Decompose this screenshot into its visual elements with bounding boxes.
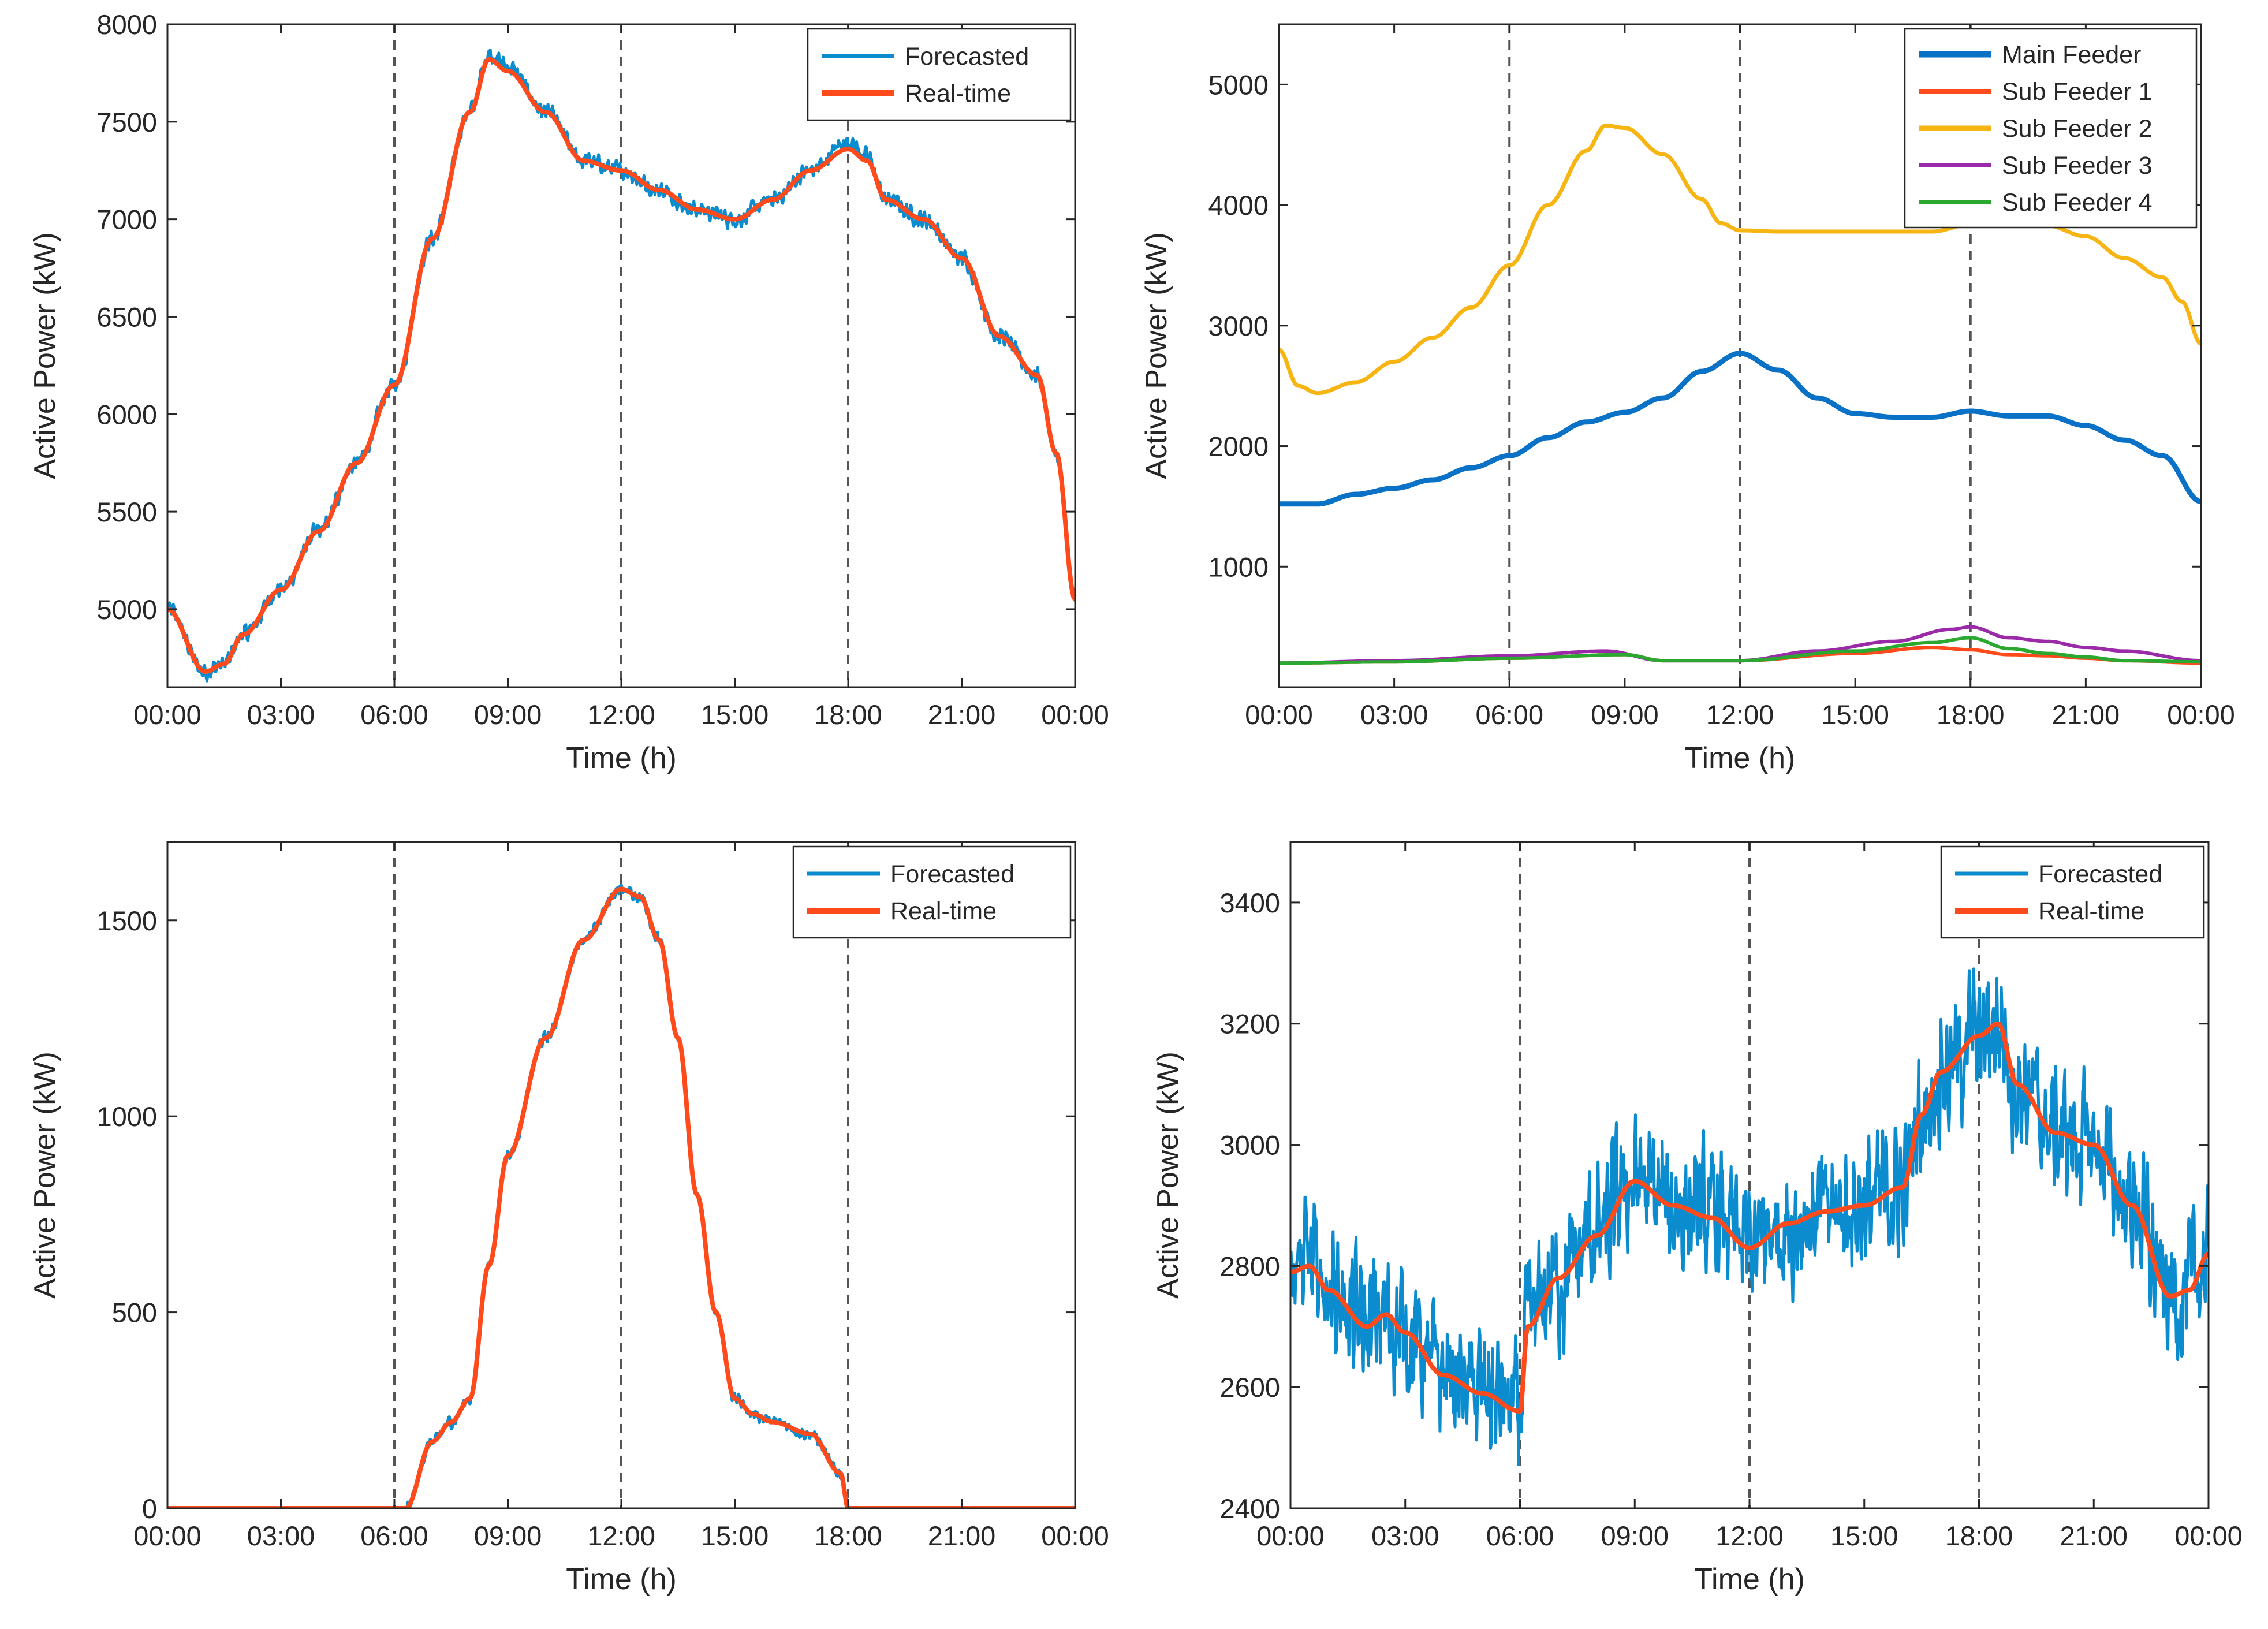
- y-tick-label: 2600: [1219, 1372, 1280, 1403]
- x-tick-label: 00:00: [1041, 1520, 1109, 1551]
- x-tick-label: 06:00: [1486, 1520, 1554, 1551]
- x-tick-label: 06:00: [360, 1520, 428, 1551]
- x-tick-label: 06:00: [360, 699, 428, 730]
- y-tick-label: 3000: [1219, 1130, 1280, 1161]
- series-line-main-feeder: [1279, 351, 2201, 507]
- x-tick-label: 15:00: [701, 699, 769, 730]
- series-line-forecasted: [167, 883, 1075, 1508]
- y-tick-label: 7000: [96, 204, 157, 235]
- y-axis-label: Active Power (kW): [28, 232, 62, 479]
- legend-entry: Forecasted: [905, 43, 1029, 70]
- y-tick-label: 1000: [1208, 551, 1269, 582]
- legend-entry: Sub Feeder 2: [2002, 115, 2153, 143]
- x-tick-label: 03:00: [247, 699, 315, 730]
- x-tick-label: 21:00: [2060, 1520, 2128, 1551]
- legend: Forecasted Real-time: [792, 845, 1072, 939]
- y-tick-label: 500: [112, 1298, 157, 1328]
- x-tick-label: 12:00: [587, 1520, 655, 1551]
- series-line-real-time: [1290, 1021, 2209, 1414]
- chart-panel-top-left: 00:00 03:00 06:00 09:00 12:00 15:00 18:00 21:00…: [28, 9, 1109, 775]
- legend-entry: Forecasted: [890, 860, 1014, 888]
- x-tick-label: 18:00: [814, 699, 882, 730]
- y-tick-label: 7500: [96, 107, 157, 137]
- chart-panel-bottom-left: 00:00 03:00 06:00 09:00 12:00 15:00 18:00 21:00…: [28, 841, 1109, 1596]
- x-tick-label: 15:00: [1821, 699, 1889, 730]
- x-axis-label: Time (h): [1694, 1563, 1805, 1596]
- x-tick-label: 12:00: [587, 699, 655, 730]
- y-tick-label: 1000: [96, 1101, 157, 1132]
- x-axis-label: Time (h): [566, 741, 677, 775]
- x-tick-label: 00:00: [133, 699, 202, 730]
- x-tick-label: 09:00: [474, 1520, 542, 1551]
- x-tick-label: 00:00: [2167, 699, 2235, 730]
- x-axis-label: Time (h): [1685, 741, 1796, 775]
- x-tick-label: 18:00: [1937, 699, 2005, 730]
- x-tick-label: 18:00: [1945, 1520, 2013, 1551]
- y-tick-label: 4000: [1208, 190, 1269, 221]
- y-tick-label: 2400: [1219, 1493, 1280, 1524]
- y-tick-label: 2800: [1219, 1251, 1280, 1281]
- x-tick-label: 00:00: [1245, 699, 1313, 730]
- chart-panel-top-right: 00:00 03:00 06:00 09:00 12:00 15:00 18:00 21:00…: [1140, 23, 2235, 775]
- legend-entry: Sub Feeder 1: [2002, 78, 2153, 106]
- x-tick-label: 21:00: [2052, 699, 2120, 730]
- x-tick-label: 00:00: [2174, 1520, 2243, 1551]
- legend: Forecasted Real-time: [1940, 845, 2205, 939]
- x-tick-label: 15:00: [701, 1520, 769, 1551]
- y-tick-label: 5500: [96, 497, 157, 527]
- series-line-real-time: [167, 57, 1075, 674]
- x-tick-label: 12:00: [1715, 1520, 1784, 1551]
- x-tick-label: 09:00: [1591, 699, 1659, 730]
- x-tick-label: 03:00: [247, 1520, 315, 1551]
- x-tick-label: 06:00: [1475, 699, 1543, 730]
- y-axis-label: Active Power (kW): [1140, 232, 1173, 479]
- y-tick-label: 3000: [1208, 311, 1269, 341]
- x-tick-label: 15:00: [1830, 1520, 1898, 1551]
- series-line-real-time: [167, 886, 1075, 1508]
- legend-entry: Sub Feeder 4: [2002, 189, 2153, 217]
- x-tick-label: 09:00: [474, 699, 542, 730]
- y-tick-label: 6500: [96, 301, 157, 332]
- x-tick-label: 18:00: [814, 1520, 882, 1551]
- x-tick-label: 21:00: [928, 1520, 996, 1551]
- y-axis-label: Active Power (kW): [1151, 1052, 1185, 1299]
- x-tick-label: 03:00: [1371, 1520, 1439, 1551]
- y-tick-label: 3400: [1219, 888, 1280, 918]
- series-line-sub-feeder-4: [1279, 636, 2201, 665]
- y-tick-label: 5000: [96, 594, 157, 625]
- x-tick-label: 12:00: [1706, 699, 1774, 730]
- x-tick-label: 00:00: [1256, 1520, 1325, 1551]
- legend-entry: Real-time: [890, 897, 997, 925]
- legend-entry: Forecasted: [2038, 860, 2162, 888]
- x-tick-label: 00:00: [133, 1520, 202, 1551]
- legend-entry: Real-time: [2038, 897, 2144, 925]
- y-tick-label: 6000: [96, 399, 157, 430]
- y-tick-label: 1500: [96, 905, 157, 936]
- legend-entry: Sub Feeder 3: [2002, 152, 2153, 180]
- x-tick-label: 03:00: [1360, 699, 1428, 730]
- y-tick-label: 0: [142, 1493, 157, 1524]
- series-line-forecasted: [1290, 967, 2209, 1466]
- y-tick-label: 2000: [1208, 431, 1269, 462]
- y-tick-label: 8000: [96, 9, 157, 40]
- legend-entry: Real-time: [905, 80, 1011, 107]
- y-axis-label: Active Power (kW): [28, 1052, 62, 1299]
- y-tick-label: 3200: [1219, 1009, 1280, 1039]
- legend: Forecasted Real-time: [807, 28, 1072, 121]
- x-tick-label: 21:00: [928, 699, 996, 730]
- x-axis-label: Time (h): [566, 1563, 677, 1596]
- legend-entry: Main Feeder: [2002, 41, 2141, 69]
- legend: Main Feeder Sub Feeder 1 Sub Feeder 2 Sub F…: [1904, 28, 2198, 229]
- x-tick-label: 00:00: [1041, 699, 1109, 730]
- y-tick-label: 5000: [1208, 69, 1269, 100]
- chart-panel-bottom-right: 00:00 03:00 06:00 09:00 12:00 15:00 18:00 21:00…: [1151, 841, 2243, 1596]
- x-tick-label: 09:00: [1601, 1520, 1669, 1551]
- series-line-forecasted: [167, 48, 1075, 683]
